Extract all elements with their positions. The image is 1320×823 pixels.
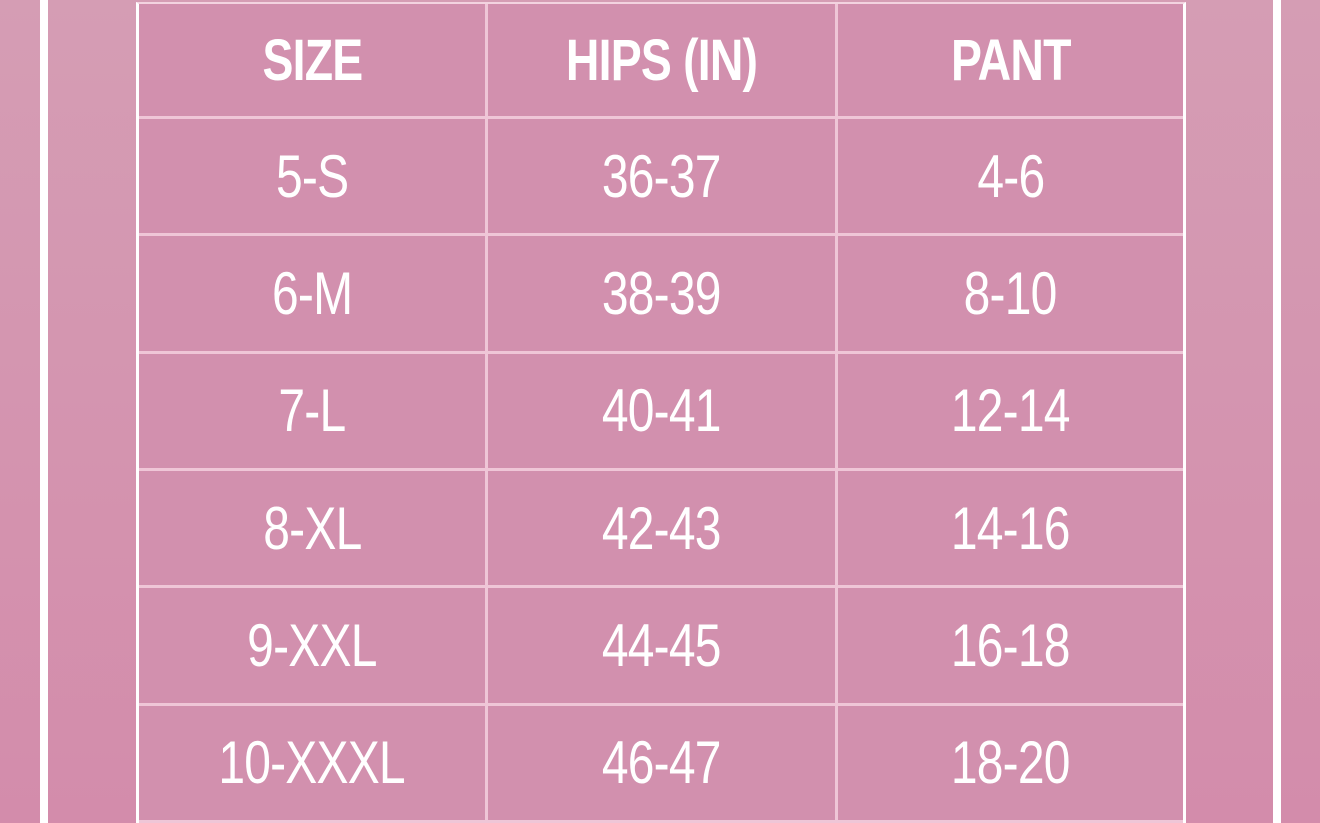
table-cell-text: 5-S xyxy=(275,142,349,210)
table-cell: 8-XL xyxy=(139,471,488,589)
table-cell: 7-L xyxy=(139,353,488,471)
table-cell-text: 6-M xyxy=(271,259,353,327)
table-cell: 10-XXXL xyxy=(139,705,488,823)
table-cell-text: 44-45 xyxy=(602,611,722,679)
table-cell-text: 8-XL xyxy=(262,494,362,562)
table-cell: 12-14 xyxy=(838,353,1183,471)
column-header: PANT xyxy=(838,4,1183,119)
table-cell: 36-37 xyxy=(488,119,838,237)
table-cell: 4-6 xyxy=(838,119,1183,237)
table-cell-text: 42-43 xyxy=(602,494,722,562)
table-cell-text: 14-16 xyxy=(951,494,1071,562)
table-cell-text: 10-XXXL xyxy=(218,729,406,797)
column-header-text: SIZE xyxy=(262,27,363,93)
table-cell: 6-M xyxy=(139,236,488,354)
table-cell: 18-20 xyxy=(838,705,1183,823)
table-cell-text: 8-10 xyxy=(964,259,1058,327)
table-cell-text: 40-41 xyxy=(602,377,722,445)
table-cell: 38-39 xyxy=(488,236,838,354)
table-cell-text: 18-20 xyxy=(951,729,1071,797)
table-cell: 5-S xyxy=(139,119,488,237)
table-cell: 42-43 xyxy=(488,471,838,589)
frame-line-right xyxy=(1273,0,1281,823)
table-cell-text: 16-18 xyxy=(951,611,1071,679)
column-header-text: PANT xyxy=(950,27,1071,93)
table-cell: 9-XXL xyxy=(139,588,488,706)
column-header: HIPS (IN) xyxy=(488,4,838,119)
table-cell-text: 38-39 xyxy=(602,259,722,327)
table-cell-text: 12-14 xyxy=(951,377,1071,445)
table-cell-text: 7-L xyxy=(278,377,347,445)
table-cell: 46-47 xyxy=(488,705,838,823)
table-cell-text: 4-6 xyxy=(977,142,1045,210)
table-cell: 40-41 xyxy=(488,353,838,471)
table-cell: 16-18 xyxy=(838,588,1183,706)
column-header-text: HIPS (IN) xyxy=(565,27,758,93)
column-header: SIZE xyxy=(139,4,488,119)
table-cell: 14-16 xyxy=(838,471,1183,589)
table-cell-text: 9-XXL xyxy=(247,611,377,679)
table-cell-text: 36-37 xyxy=(602,142,722,210)
table-cell-text: 46-47 xyxy=(602,729,722,797)
table-cell: 8-10 xyxy=(838,236,1183,354)
frame-line-left xyxy=(40,0,48,823)
size-chart-table: SIZE HIPS (IN) PANT 5-S 36-37 4-6 6-M 38-39 8-10… xyxy=(136,2,1186,823)
table-cell: 44-45 xyxy=(488,588,838,706)
